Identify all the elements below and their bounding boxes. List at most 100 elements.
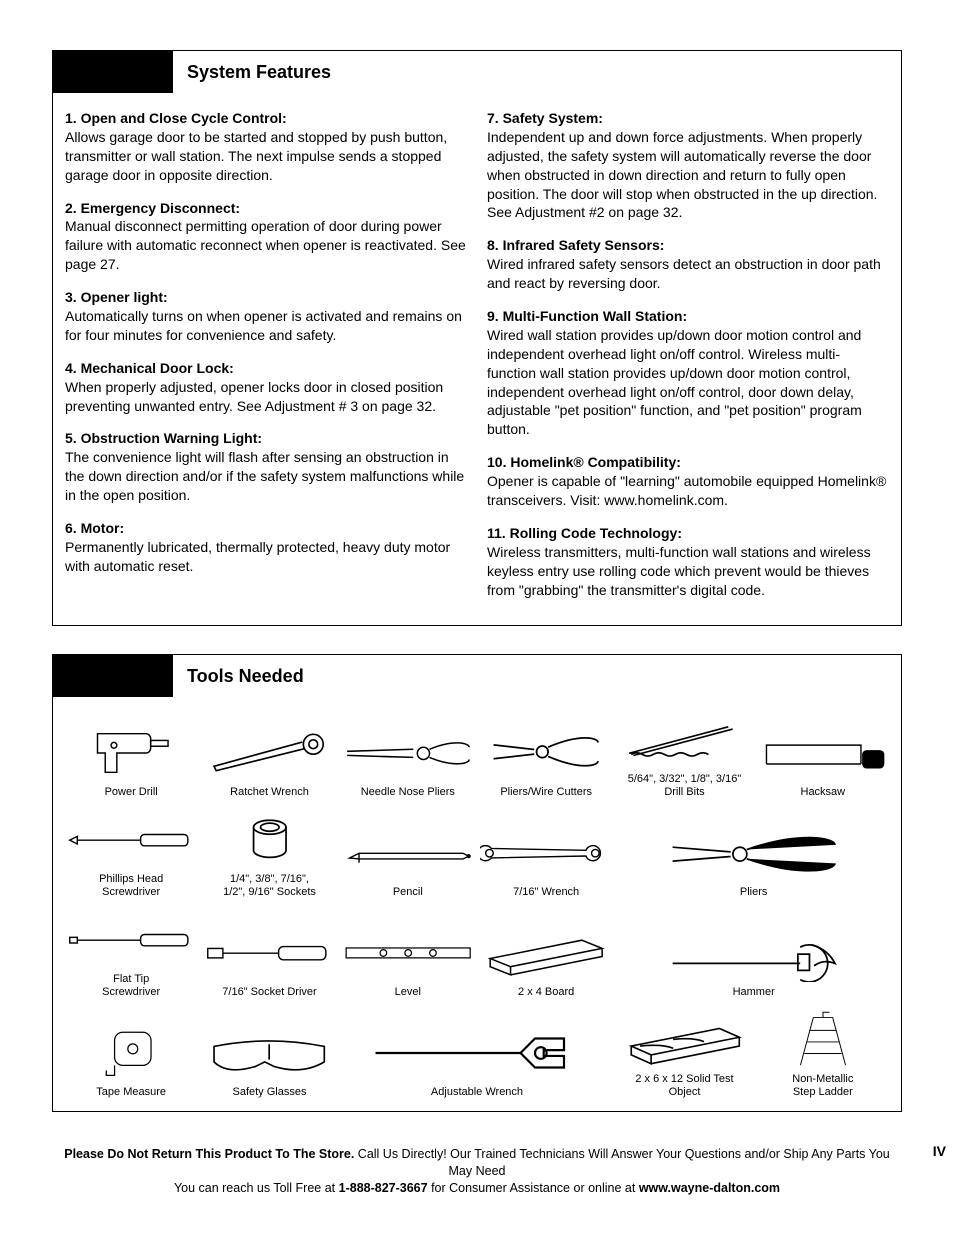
tool-test-object: 2 x 6 x 12 Solid Test Object [618, 1007, 750, 1099]
footer-line1: Please Do Not Return This Product To The… [52, 1146, 902, 1180]
tools-section: Tools Needed Power Drill Ratchet Wrench Ne… [52, 654, 902, 1112]
tool-grid: Power Drill Ratchet Wrench Needle Nose Pli… [65, 707, 889, 1099]
pliers-wire-cutters-icon [480, 724, 612, 782]
tool-needle-nose-pliers: Needle Nose Pliers [342, 707, 474, 799]
footer-bold: Please Do Not Return This Product To The… [64, 1147, 354, 1161]
drill-bits-icon [618, 711, 750, 769]
ratchet-wrench-icon [203, 724, 335, 782]
wrench-716-icon [480, 824, 612, 882]
safety-glasses-icon [203, 1024, 335, 1082]
tool-label: Pliers/Wire Cutters [500, 786, 592, 799]
tool-level: Level [342, 907, 474, 999]
tool-label: Safety Glasses [233, 1086, 307, 1099]
feature-body: Manual disconnect permitting operation o… [65, 217, 467, 274]
feature-title: 6. Motor: [65, 519, 467, 538]
tool-label: Power Drill [105, 786, 158, 799]
tools-body: Power Drill Ratchet Wrench Needle Nose Pli… [53, 697, 901, 1111]
tool-power-drill: Power Drill [65, 707, 197, 799]
tool-board-2x4: 2 x 4 Board [480, 907, 612, 999]
feature-item: 3. Opener light:Automatically turns on w… [65, 288, 467, 345]
tool-label: Level [395, 986, 421, 999]
feature-title: 1. Open and Close Cycle Control: [65, 109, 467, 128]
tool-ratchet-wrench: Ratchet Wrench [203, 707, 335, 799]
tool-label: 2 x 6 x 12 Solid Test Object [635, 1073, 733, 1099]
tool-label: Flat Tip Screwdriver [102, 973, 160, 999]
section-header: Tools Needed [53, 655, 901, 697]
tools-title: Tools Needed [187, 664, 304, 688]
tool-label: 7/16" Wrench [513, 886, 579, 899]
feature-body: Independent up and down force adjustment… [487, 128, 889, 222]
adjustable-wrench-icon [342, 1024, 613, 1082]
feature-body: Permanently lubricated, thermally protec… [65, 538, 467, 576]
tool-pliers: Pliers [618, 807, 889, 899]
feature-item: 11. Rolling Code Technology:Wireless tra… [487, 524, 889, 600]
footer-l2b: for Consumer Assistance or online at [428, 1181, 639, 1195]
feature-body: Opener is capable of "learning" automobi… [487, 472, 889, 510]
tool-sockets: 1/4", 3/8", 7/16", 1/2", 9/16" Sockets [203, 807, 335, 899]
feature-body: The convenience light will flash after s… [65, 448, 467, 505]
system-features-section: System Features 1. Open and Close Cycle … [52, 50, 902, 626]
features-title: System Features [187, 60, 331, 84]
features-right-col: 7. Safety System:Independent up and down… [487, 109, 889, 613]
feature-item: 2. Emergency Disconnect:Manual disconnec… [65, 199, 467, 275]
feature-title: 4. Mechanical Door Lock: [65, 359, 467, 378]
feature-body: Automatically turns on when opener is ac… [65, 307, 467, 345]
feature-item: 4. Mechanical Door Lock:When properly ad… [65, 359, 467, 416]
tool-phillips-screwdriver: Phillips Head Screwdriver [65, 807, 197, 899]
tool-label: Tape Measure [96, 1086, 166, 1099]
tool-hacksaw: Hacksaw [757, 707, 889, 799]
flat-screwdriver-icon [65, 911, 197, 969]
feature-item: 1. Open and Close Cycle Control:Allows g… [65, 109, 467, 185]
feature-body: When properly adjusted, opener locks doo… [65, 378, 467, 416]
hacksaw-icon [757, 724, 889, 782]
tool-label: 7/16" Socket Driver [222, 986, 316, 999]
feature-body: Wireless transmitters, multi-function wa… [487, 543, 889, 600]
features-body: 1. Open and Close Cycle Control:Allows g… [53, 93, 901, 625]
tool-label: 1/4", 3/8", 7/16", 1/2", 9/16" Sockets [223, 873, 316, 899]
feature-item: 9. Multi-Function Wall Station:Wired wal… [487, 307, 889, 439]
tool-label: Hammer [733, 986, 775, 999]
pencil-icon [342, 824, 474, 882]
footer-phone: 1-888-827-3667 [339, 1181, 428, 1195]
feature-body: Wired wall station provides up/down door… [487, 326, 889, 439]
tool-socket-driver: 7/16" Socket Driver [203, 907, 335, 999]
tool-pencil: Pencil [342, 807, 474, 899]
level-icon [342, 924, 474, 982]
phillips-screwdriver-icon [65, 811, 197, 869]
test-object-icon [618, 1011, 750, 1069]
feature-title: 5. Obstruction Warning Light: [65, 429, 467, 448]
section-header: System Features [53, 51, 901, 93]
footer: Please Do Not Return This Product To The… [52, 1140, 902, 1197]
tool-label: Pliers [740, 886, 768, 899]
features-left-col: 1. Open and Close Cycle Control:Allows g… [65, 109, 467, 613]
step-ladder-icon [757, 1011, 889, 1069]
tool-label: Phillips Head Screwdriver [99, 873, 163, 899]
hammer-icon [618, 924, 889, 982]
sockets-icon [203, 811, 335, 869]
feature-item: 6. Motor:Permanently lubricated, thermal… [65, 519, 467, 576]
tool-label: Adjustable Wrench [431, 1086, 523, 1099]
pliers-icon [618, 824, 889, 882]
power-drill-icon [65, 724, 197, 782]
tool-label: Ratchet Wrench [230, 786, 309, 799]
tool-label: Needle Nose Pliers [361, 786, 455, 799]
footer-url: www.wayne-dalton.com [639, 1181, 780, 1195]
feature-body: Wired infrared safety sensors detect an … [487, 255, 889, 293]
black-tab [53, 51, 173, 93]
tool-flat-screwdriver: Flat Tip Screwdriver [65, 907, 197, 999]
feature-title: 2. Emergency Disconnect: [65, 199, 467, 218]
tool-label: Hacksaw [801, 786, 846, 799]
page-number: IV [933, 1142, 946, 1161]
footer-line2: You can reach us Toll Free at 1-888-827-… [52, 1180, 902, 1197]
feature-title: 3. Opener light: [65, 288, 467, 307]
feature-body: Allows garage door to be started and sto… [65, 128, 467, 185]
tool-hammer: Hammer [618, 907, 889, 999]
tool-label: Non-Metallic Step Ladder [792, 1073, 853, 1099]
page: System Features 1. Open and Close Cycle … [0, 0, 954, 1217]
tape-measure-icon [65, 1024, 197, 1082]
feature-item: 10. Homelink® Compatibility:Opener is ca… [487, 453, 889, 510]
feature-title: 8. Infrared Safety Sensors: [487, 236, 889, 255]
feature-title: 7. Safety System: [487, 109, 889, 128]
tool-label: 2 x 4 Board [518, 986, 574, 999]
footer-l2a: You can reach us Toll Free at [174, 1181, 339, 1195]
